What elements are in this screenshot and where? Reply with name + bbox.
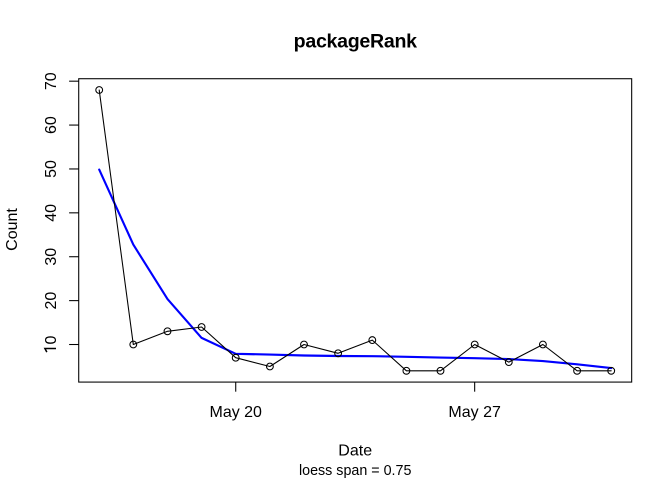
- svg-text:Count: Count: [4, 208, 21, 251]
- svg-text:30: 30: [43, 248, 60, 266]
- svg-text:May 27: May 27: [448, 404, 501, 421]
- svg-text:0: 0: [43, 336, 60, 345]
- svg-text:packageRank: packageRank: [294, 31, 417, 53]
- svg-text:Date: Date: [338, 443, 372, 460]
- svg-text:loess span = 0.75: loess span = 0.75: [299, 463, 412, 479]
- svg-text:70: 70: [43, 72, 60, 90]
- svg-text:May 20: May 20: [209, 404, 262, 421]
- svg-text:40: 40: [43, 204, 60, 222]
- svg-text:60: 60: [43, 116, 60, 134]
- svg-text:20: 20: [43, 292, 60, 310]
- svg-text:50: 50: [43, 160, 60, 178]
